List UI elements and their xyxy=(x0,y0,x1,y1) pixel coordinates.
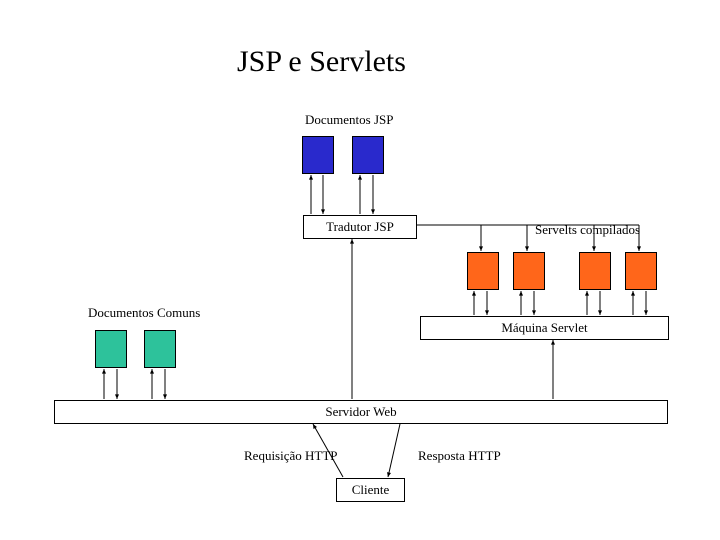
box-servidor-web: Servidor Web xyxy=(54,400,668,424)
diagram-canvas: JSP e Servlets Documentos JSP Servelts c… xyxy=(0,0,720,540)
common-doc-rect-0 xyxy=(95,330,127,368)
box-maquina-servlet: Máquina Servlet xyxy=(420,316,669,340)
common-doc-rect-1 xyxy=(144,330,176,368)
box-servidor-web-label: Servidor Web xyxy=(325,404,396,420)
label-req-http: Requisição HTTP xyxy=(244,448,338,464)
box-cliente-label: Cliente xyxy=(352,482,390,498)
label-servlets-compilados: Servelts compilados xyxy=(535,222,640,238)
servlet-rect-0 xyxy=(467,252,499,290)
box-maquina-servlet-label: Máquina Servlet xyxy=(501,320,587,336)
servlet-rect-1 xyxy=(513,252,545,290)
page-title: JSP e Servlets xyxy=(237,45,406,79)
jsp-doc-rect-0 xyxy=(302,136,334,174)
box-tradutor-jsp-label: Tradutor JSP xyxy=(326,219,394,235)
servlet-rect-3 xyxy=(625,252,657,290)
box-tradutor-jsp: Tradutor JSP xyxy=(303,215,417,239)
label-docs-comuns: Documentos Comuns xyxy=(88,305,200,321)
label-docs-jsp: Documentos JSP xyxy=(305,112,393,128)
jsp-doc-rect-1 xyxy=(352,136,384,174)
box-cliente: Cliente xyxy=(336,478,405,502)
servlet-rect-2 xyxy=(579,252,611,290)
arrows-layer xyxy=(0,0,720,540)
label-res-http: Resposta HTTP xyxy=(418,448,501,464)
